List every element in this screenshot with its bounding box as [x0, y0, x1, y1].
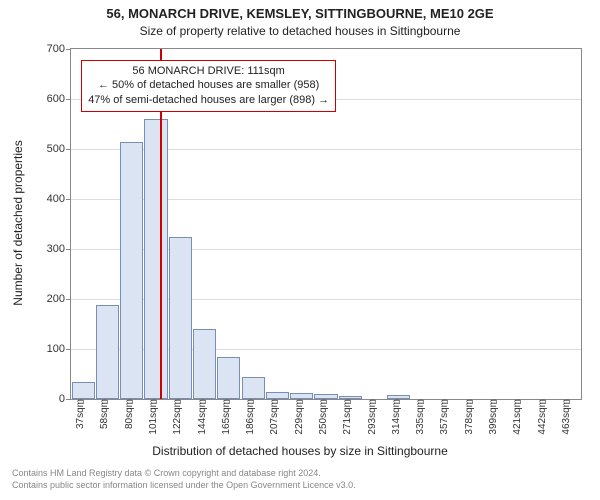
xtick-label: 229sqm	[291, 399, 305, 435]
xtick-label: 144sqm	[194, 399, 208, 435]
ytick-label: 700	[47, 43, 71, 55]
xtick-label: 122sqm	[169, 399, 183, 435]
ytick-label: 300	[47, 243, 71, 255]
chart-title-main: 56, MONARCH DRIVE, KEMSLEY, SITTINGBOURN…	[0, 6, 600, 21]
histogram-bar	[217, 357, 240, 400]
histogram-bar	[193, 329, 216, 399]
xtick-label: 271sqm	[339, 399, 353, 435]
plot-area: 010020030040050060070037sqm58sqm80sqm101…	[70, 48, 582, 400]
xtick-label: 335sqm	[412, 399, 426, 435]
xtick-label: 207sqm	[266, 399, 280, 435]
xtick-label: 463sqm	[558, 399, 572, 435]
chart-title-sub: Size of property relative to detached ho…	[0, 24, 600, 38]
ytick-label: 400	[47, 193, 71, 205]
ytick-label: 600	[47, 93, 71, 105]
histogram-bar	[242, 377, 265, 400]
x-axis-label: Distribution of detached houses by size …	[0, 444, 600, 458]
histogram-bar	[144, 119, 167, 399]
chart-container: { "chart": { "type": "histogram", "title…	[0, 0, 600, 500]
xtick-label: 293sqm	[364, 399, 378, 435]
ytick-label: 200	[47, 293, 71, 305]
xtick-label: 186sqm	[242, 399, 256, 435]
histogram-bar	[266, 392, 289, 400]
info-box: 56 MONARCH DRIVE: 111sqm ← 50% of detach…	[81, 60, 336, 113]
footer-line1: Contains HM Land Registry data © Crown c…	[12, 468, 356, 480]
xtick-label: 399sqm	[485, 399, 499, 435]
xtick-label: 442sqm	[534, 399, 548, 435]
histogram-bar	[120, 142, 143, 400]
footer-line2: Contains public sector information licen…	[12, 480, 356, 492]
xtick-label: 314sqm	[388, 399, 402, 435]
footer-attribution: Contains HM Land Registry data © Crown c…	[12, 468, 356, 491]
info-box-line1: 56 MONARCH DRIVE: 111sqm	[88, 64, 329, 79]
histogram-bar	[96, 305, 119, 399]
info-box-line2: ← 50% of detached houses are smaller (95…	[88, 78, 329, 93]
xtick-label: 421sqm	[509, 399, 523, 435]
xtick-label: 250sqm	[315, 399, 329, 435]
xtick-label: 101sqm	[145, 399, 159, 435]
ytick-label: 100	[47, 343, 71, 355]
xtick-label: 357sqm	[436, 399, 450, 435]
histogram-bar	[72, 382, 95, 400]
xtick-label: 58sqm	[96, 399, 110, 429]
xtick-label: 165sqm	[218, 399, 232, 435]
ytick-label: 500	[47, 143, 71, 155]
xtick-label: 378sqm	[461, 399, 475, 435]
xtick-label: 80sqm	[121, 399, 135, 429]
info-box-line3: 47% of semi-detached houses are larger (…	[88, 93, 329, 108]
xtick-label: 37sqm	[72, 399, 86, 429]
y-axis-label: Number of detached properties	[11, 140, 25, 305]
ytick-label: 0	[59, 393, 71, 405]
histogram-bar	[169, 237, 192, 400]
